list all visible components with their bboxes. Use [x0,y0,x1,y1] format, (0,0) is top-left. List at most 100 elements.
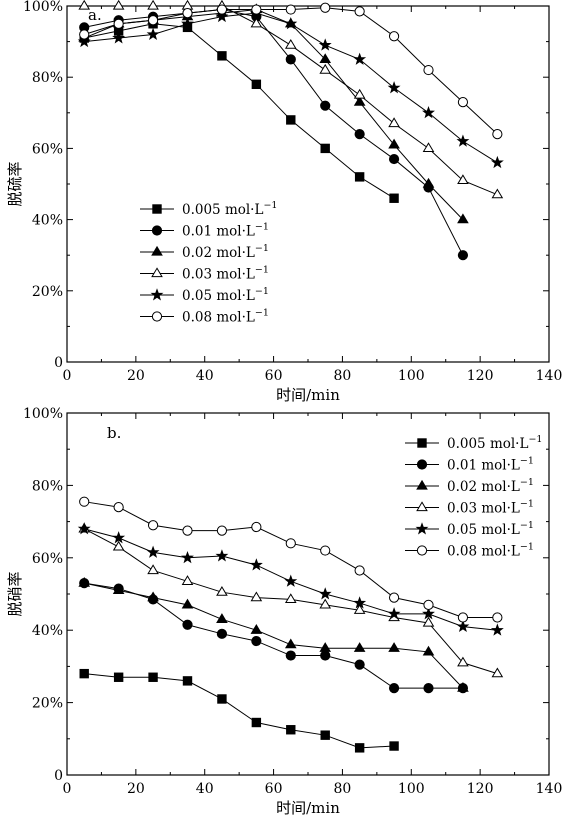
legend-label-superscript: −1 [255,308,269,319]
legend-marker [151,245,163,256]
data-point [387,607,401,620]
legend-marker [416,545,428,556]
x-tick-label: 120 [467,368,494,384]
legend-item: 0.05 mol·L−1 [140,286,269,304]
data-point [217,694,227,704]
data-point [457,681,469,692]
series-2 [79,578,469,694]
data-point [284,38,297,49]
data-point [284,638,297,649]
y-tick-label: 0 [54,768,63,784]
series-line [84,23,395,199]
data-point [388,683,400,694]
data-point [423,683,434,694]
data-point [181,551,194,564]
data-point [112,584,125,594]
plot-frame [66,5,550,363]
data-point [456,134,470,147]
y-axis-label: 脱硝率 [6,571,24,616]
y-tick-label: 20% [32,284,63,300]
x-tick-label: 60 [265,368,283,384]
data-point [216,4,228,15]
legend-label-superscript: −1 [520,520,534,531]
data-point [147,520,159,531]
legend-label-superscript: −1 [520,477,534,488]
series-line [84,9,464,256]
x-tick-label: 40 [196,781,214,797]
x-tick-label: 40 [196,368,214,384]
series-6 [79,2,503,140]
legend-label-superscript: −1 [520,456,534,467]
legend: 0.005 mol·L−1 0.01 mol·L−1 0.02 mol·L−1 0.0… [405,434,542,560]
y-tick-label: 40% [32,213,63,229]
series-6 [79,496,503,623]
legend-item: 0.005 mol·L−1 [140,200,277,218]
legend-label-superscript: −1 [255,286,269,297]
data-point [147,0,159,10]
legend-label: 0.005 mol·L−1 [182,200,277,218]
data-point [216,613,228,623]
y-axis-label: 脱硫率 [6,161,24,206]
data-point [319,53,332,64]
data-point [354,6,365,17]
x-tick-label: 0 [63,781,72,797]
data-point [320,650,331,661]
x-axis-label: 时间/min [276,799,340,817]
y-tick-label: 40% [32,623,63,639]
data-point [320,143,330,154]
data-point [422,106,435,119]
data-point [492,612,503,623]
data-point [147,591,159,602]
x-tick-label: 120 [467,781,494,797]
data-point [285,54,296,65]
chart-panel-b: 0 20 40 60 80 100 120 140 0 20% 40% 60% 80% 100% 时间/mi… [6,406,562,817]
series-3 [78,576,469,692]
legend-label-superscript: −1 [255,265,269,276]
data-point [216,586,228,596]
data-point [353,88,366,99]
data-point [251,79,262,90]
data-point [182,525,193,536]
x-tick-label: 20 [127,781,145,797]
data-point [354,743,365,753]
series-line [84,5,498,196]
legend-label-superscript: −1 [520,499,534,510]
y-tick-label: 20% [32,696,63,712]
data-point [286,725,296,735]
legend-label-superscript: −1 [528,434,542,445]
data-point [318,38,332,51]
data-point [388,153,400,165]
legend-marker [416,479,428,490]
x-tick-label: 100 [398,781,425,797]
legend-label-superscript: −1 [255,243,269,254]
data-point [79,668,89,679]
data-point [354,129,365,140]
series-line [84,582,464,689]
data-point [422,177,435,188]
data-point [285,4,296,15]
data-point [148,672,158,682]
y-tick-label: 80% [32,478,63,494]
data-point [78,576,91,587]
data-point [181,0,194,10]
y-tick-label: 60% [32,551,63,567]
legend-item: 0.02 mol·L−1 [140,243,269,261]
x-tick-label: 20 [127,368,145,384]
data-point [112,531,126,544]
legend: 0.005 mol·L−1 0.01 mol·L−1 0.02 mol·L−1 0.0… [140,200,277,326]
data-point [353,95,366,106]
data-point [318,587,332,600]
data-point [389,741,399,751]
data-point [387,81,401,94]
legend-marker [151,311,163,322]
panel-label: a. [88,6,102,24]
legend-label: 0.01 mol·L−1 [447,456,534,474]
data-point [181,598,194,609]
data-point [215,9,229,23]
legend-item: 0.03 mol·L−1 [405,499,534,517]
data-point [77,34,91,48]
x-tick-label: 80 [334,781,352,797]
data-point [250,624,263,634]
data-point [216,628,228,639]
data-point [112,0,125,10]
